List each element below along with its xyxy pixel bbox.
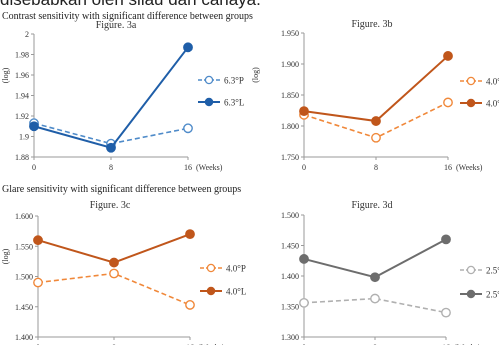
legend-marker	[466, 98, 476, 108]
chart-title: Figure. 3d	[351, 200, 392, 211]
y-tick-label: 1.350	[281, 303, 299, 312]
series-line	[33, 46, 189, 149]
data-point	[299, 254, 309, 264]
y-axis-label: (log)	[1, 248, 10, 264]
x-unit-label: (Weeks)	[454, 343, 481, 345]
y-tick-label: 1.300	[281, 333, 299, 342]
header-text: disebabkan oleh silau dan cahaya.	[0, 0, 499, 10]
y-tick-label: 1.450	[281, 242, 299, 251]
data-point	[185, 229, 195, 240]
x-tick-label: 8	[112, 343, 116, 345]
y-axis-label: (log)	[251, 67, 260, 83]
y-tick-label: 1.800	[281, 122, 299, 131]
y-tick-label: 1.950	[281, 29, 299, 38]
chart-title: Figure. 3b	[351, 19, 392, 30]
data-point	[109, 268, 119, 279]
data-point	[441, 307, 451, 318]
legend-label: 4.0°L	[486, 99, 499, 109]
y-tick-label: 1.96	[15, 71, 29, 80]
data-point	[371, 132, 381, 143]
y-tick-label: 1.500	[281, 211, 299, 220]
chart-title: Figure. 3a	[96, 20, 137, 31]
data-point	[370, 272, 380, 283]
x-tick-label: 16	[442, 343, 450, 345]
x-unit-label: (Weeks)	[196, 163, 223, 172]
x-tick-label: 16	[184, 163, 192, 172]
chart-3d: Figure. 3d 1.300 1.350 1.400 1.450 1.500 0 8 16 (…	[281, 200, 499, 345]
y-tick-label: 1.88	[15, 153, 29, 162]
legend-label: 6.3°P	[224, 76, 244, 86]
x-unit-label: (Weeks)	[456, 163, 483, 172]
data-point	[106, 142, 116, 153]
legend-marker	[466, 289, 476, 299]
legend-marker	[466, 265, 476, 275]
data-point	[299, 297, 309, 308]
legend-marker	[206, 263, 216, 273]
x-tick-label: 8	[109, 163, 113, 172]
data-point	[183, 123, 193, 134]
data-point	[109, 257, 119, 268]
data-point	[371, 116, 381, 126]
data-point	[183, 42, 193, 53]
y-tick-label: 1.500	[15, 273, 33, 282]
y-tick-label: 1.550	[15, 242, 33, 251]
chart-3c: Figure. 3c (log) 1.400 1.450 1.500 1.550 1.600…	[1, 200, 246, 345]
y-tick-label: 1.400	[15, 333, 33, 342]
x-tick-label: 8	[373, 343, 377, 345]
legend-label: 6.3°L	[224, 98, 244, 108]
data-point	[441, 234, 451, 245]
y-tick-label: 1.400	[281, 272, 299, 281]
data-point	[299, 106, 309, 117]
series-line	[33, 122, 189, 145]
legend-marker	[466, 76, 476, 86]
series-line	[303, 55, 449, 123]
y-tick-label: 1.98	[15, 51, 29, 60]
y-tick-label: 1.900	[281, 60, 299, 69]
chart-3a: Figure. 3a (log) 1.88 1.9 1.92 1.94 1.96 1.98 2 0…	[1, 20, 244, 172]
y-tick-label: 1.450	[15, 303, 33, 312]
y-tick-label: 1.94	[15, 92, 29, 101]
data-point	[33, 235, 43, 246]
chart-title: Figure. 3c	[90, 200, 131, 211]
x-tick-label: 0	[302, 343, 306, 345]
x-tick-label: 16	[186, 343, 194, 345]
contrast-section-title: Contrast sensitivity with significant di…	[2, 11, 253, 22]
legend-marker	[206, 286, 216, 296]
legend-label: 2.5°L	[486, 290, 499, 300]
x-tick-label: 0	[32, 163, 36, 172]
data-point	[443, 51, 453, 61]
glare-section-title: Glare sensitivity with significant diffe…	[2, 184, 242, 195]
legend-label: 4.0°P	[226, 264, 246, 274]
y-tick-label: 1.92	[15, 112, 29, 121]
legend-label: 4.0°P	[486, 77, 499, 87]
data-point	[370, 293, 380, 304]
x-unit-label: (Weeks)	[198, 343, 225, 345]
y-tick-label: 1.600	[15, 212, 33, 221]
data-point	[33, 277, 43, 288]
data-point	[443, 97, 453, 108]
legend-label: 4.0°L	[226, 287, 246, 297]
series-line	[303, 238, 447, 279]
y-tick-label: 1.9	[19, 133, 29, 142]
legend-marker	[204, 75, 214, 85]
chart-3b: Figure. 3b (log) 1.750 1.800 1.850 1.900 1.950…	[251, 19, 499, 172]
x-tick-label: 0	[302, 163, 306, 172]
data-point	[185, 300, 195, 310]
x-tick-label: 0	[36, 343, 40, 345]
y-axis-label: (log)	[1, 67, 10, 83]
y-tick-label: 1.750	[281, 153, 299, 162]
legend-label: 2.5°P	[486, 266, 499, 276]
y-tick-label: 1.850	[281, 91, 299, 100]
x-tick-label: 16	[444, 163, 452, 172]
x-tick-label: 8	[374, 163, 378, 172]
legend-marker	[204, 97, 214, 107]
data-point	[29, 121, 39, 132]
y-tick-label: 2	[25, 30, 29, 39]
